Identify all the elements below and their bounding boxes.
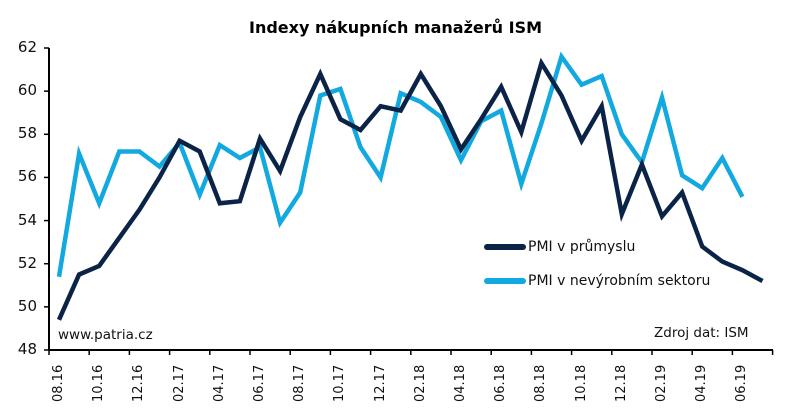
x-tick-label: 06.19 [734,364,750,402]
x-tick-label: 10.17 [332,364,348,402]
legend-item-services: PMI v nevýrobním sektoru [484,273,710,289]
x-tick-label: 02.17 [171,364,187,402]
x-tick-label: 12.18 [613,364,629,402]
y-tick-label: 56 [17,167,37,186]
source-note: Zdroj dat: ISM [654,325,749,341]
x-tick-label: 08.17 [292,364,308,402]
x-tick-label: 04.18 [453,364,468,402]
x-tick-label: 12.17 [372,364,388,402]
x-tick-label: 10.16 [91,364,107,402]
y-tick-label: 62 [17,38,37,56]
x-tick-label: 12.16 [131,364,147,402]
website-note: www.patria.cz [58,327,153,343]
x-tick-label: 06.18 [493,364,509,402]
y-tick-label: 60 [17,81,37,100]
y-tick-label: 54 [17,210,37,229]
x-tick-label: 04.17 [211,364,227,402]
y-tick-label: 52 [17,253,37,272]
legend-label-services: PMI v nevýrobním sektoru [528,273,711,289]
x-tick-label: 08.18 [533,364,549,402]
legend-item-manufacturing: PMI v průmyslu [484,239,635,255]
chart-lines [56,51,764,321]
y-tick-label: 58 [17,124,37,143]
y-tick-label: 50 [17,296,37,315]
legend-label-manufacturing: PMI v průmyslu [528,239,636,255]
x-tick-label: 04.19 [694,364,710,402]
legend-swatch-services [484,278,526,284]
x-tick-label: 02.18 [412,364,428,402]
chart-title: Indexy nákupních manažerů ISM [248,18,543,37]
series-line-manufacturing [56,57,764,321]
legend-swatch-manufacturing [484,244,526,250]
y-tick-label: 48 [17,340,37,358]
x-tick-label: 02.19 [654,364,669,402]
x-tick-label: 10.18 [573,364,589,402]
x-tick-label: 08.16 [51,364,66,402]
x-tick-label: 06.17 [252,364,267,402]
chart-axes [44,47,774,355]
